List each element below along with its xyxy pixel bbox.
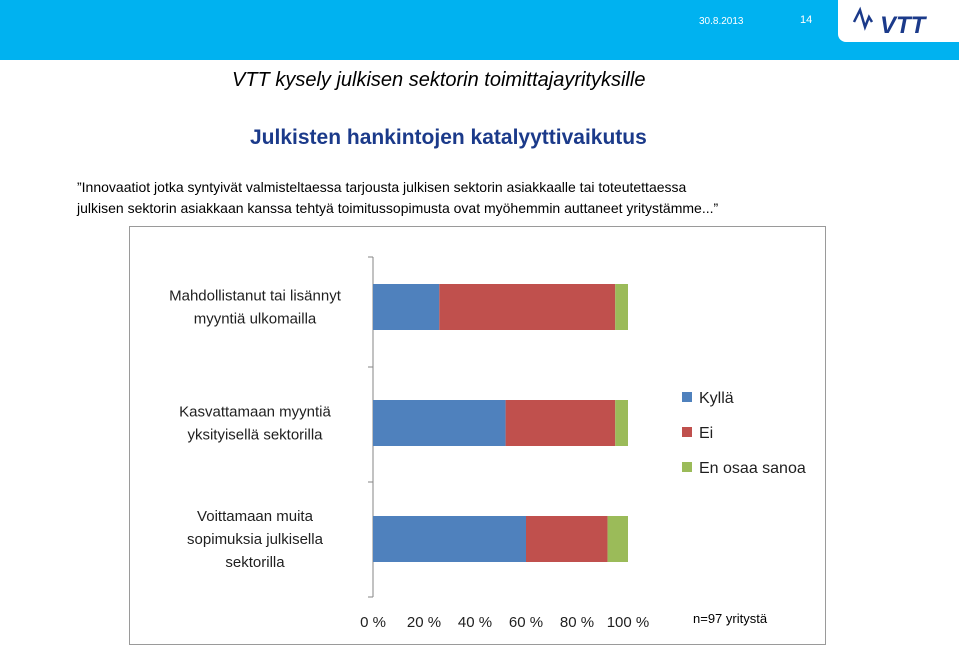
bar-en-osaa-sanoa-1 <box>615 400 628 446</box>
vtt-logo: VTT <box>838 0 959 42</box>
chart-frame: Mahdollistanut tai lisännyt myyntiä ulkom… <box>129 226 826 645</box>
legend-swatch <box>682 392 692 402</box>
bar-ei-1 <box>505 400 616 446</box>
x-tick-label: 60 % <box>509 614 543 631</box>
category-label: sopimuksia julkisella <box>187 531 324 548</box>
bar-ei-2 <box>526 516 608 562</box>
description-line-1: ”Innovaatiot jotka syntyivät valmistelta… <box>77 179 687 195</box>
x-tick-label: 100 % <box>607 614 650 631</box>
chart-heading: Julkisten hankintojen katalyyttivaikutus <box>250 126 647 149</box>
stacked-bar-chart: Mahdollistanut tai lisännyt myyntiä ulkom… <box>169 256 806 631</box>
category-label: Kasvattamaan myyntiä <box>179 404 331 421</box>
slide-date: 30.8.2013 <box>699 16 744 27</box>
vtt-logo-icon: VTT <box>852 6 928 39</box>
legend-swatch <box>682 462 692 472</box>
legend-label: Ei <box>699 425 713 442</box>
legend-label: En osaa sanoa <box>699 460 806 477</box>
legend-label: Kyllä <box>699 390 734 407</box>
bar-ei-0 <box>439 284 616 330</box>
logo-text: VTT <box>880 12 928 39</box>
description-text: ”Innovaatiot jotka syntyivät valmistelta… <box>77 177 877 219</box>
legend-swatch <box>682 427 692 437</box>
category-label: Mahdollistanut tai lisännyt <box>169 288 342 305</box>
header-bar <box>0 0 959 60</box>
category-label: sektorilla <box>225 554 285 571</box>
bar-en-osaa-sanoa-0 <box>615 284 628 330</box>
page-number: 14 <box>800 14 813 26</box>
x-tick-label: 0 % <box>360 614 386 631</box>
bar-kyllä-2 <box>373 516 526 562</box>
sample-size-note: n=97 yritystä <box>693 611 768 626</box>
page-title: VTT kysely julkisen sektorin toimittajay… <box>232 69 646 91</box>
bar-kyllä-0 <box>373 284 440 330</box>
description-line-2: julkisen sektorin asiakkaan kanssa tehty… <box>77 200 719 216</box>
x-tick-label: 40 % <box>458 614 492 631</box>
category-label: yksityisellä sektorilla <box>187 427 323 444</box>
x-tick-label: 80 % <box>560 614 594 631</box>
category-label: Voittamaan muita <box>197 508 314 525</box>
bar-kyllä-1 <box>373 400 506 446</box>
category-label: myyntiä ulkomailla <box>194 311 317 328</box>
x-tick-label: 20 % <box>407 614 441 631</box>
bar-en-osaa-sanoa-2 <box>607 516 628 562</box>
